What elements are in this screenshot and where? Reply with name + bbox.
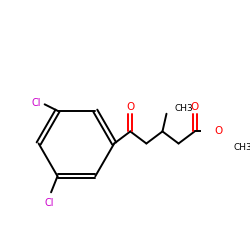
Text: O: O [126,102,134,112]
Text: Cl: Cl [45,198,54,208]
Text: CH3: CH3 [174,104,193,112]
Text: O: O [214,126,222,136]
Text: CH3: CH3 [233,143,250,152]
Text: Cl: Cl [32,98,41,108]
Text: O: O [190,102,199,112]
